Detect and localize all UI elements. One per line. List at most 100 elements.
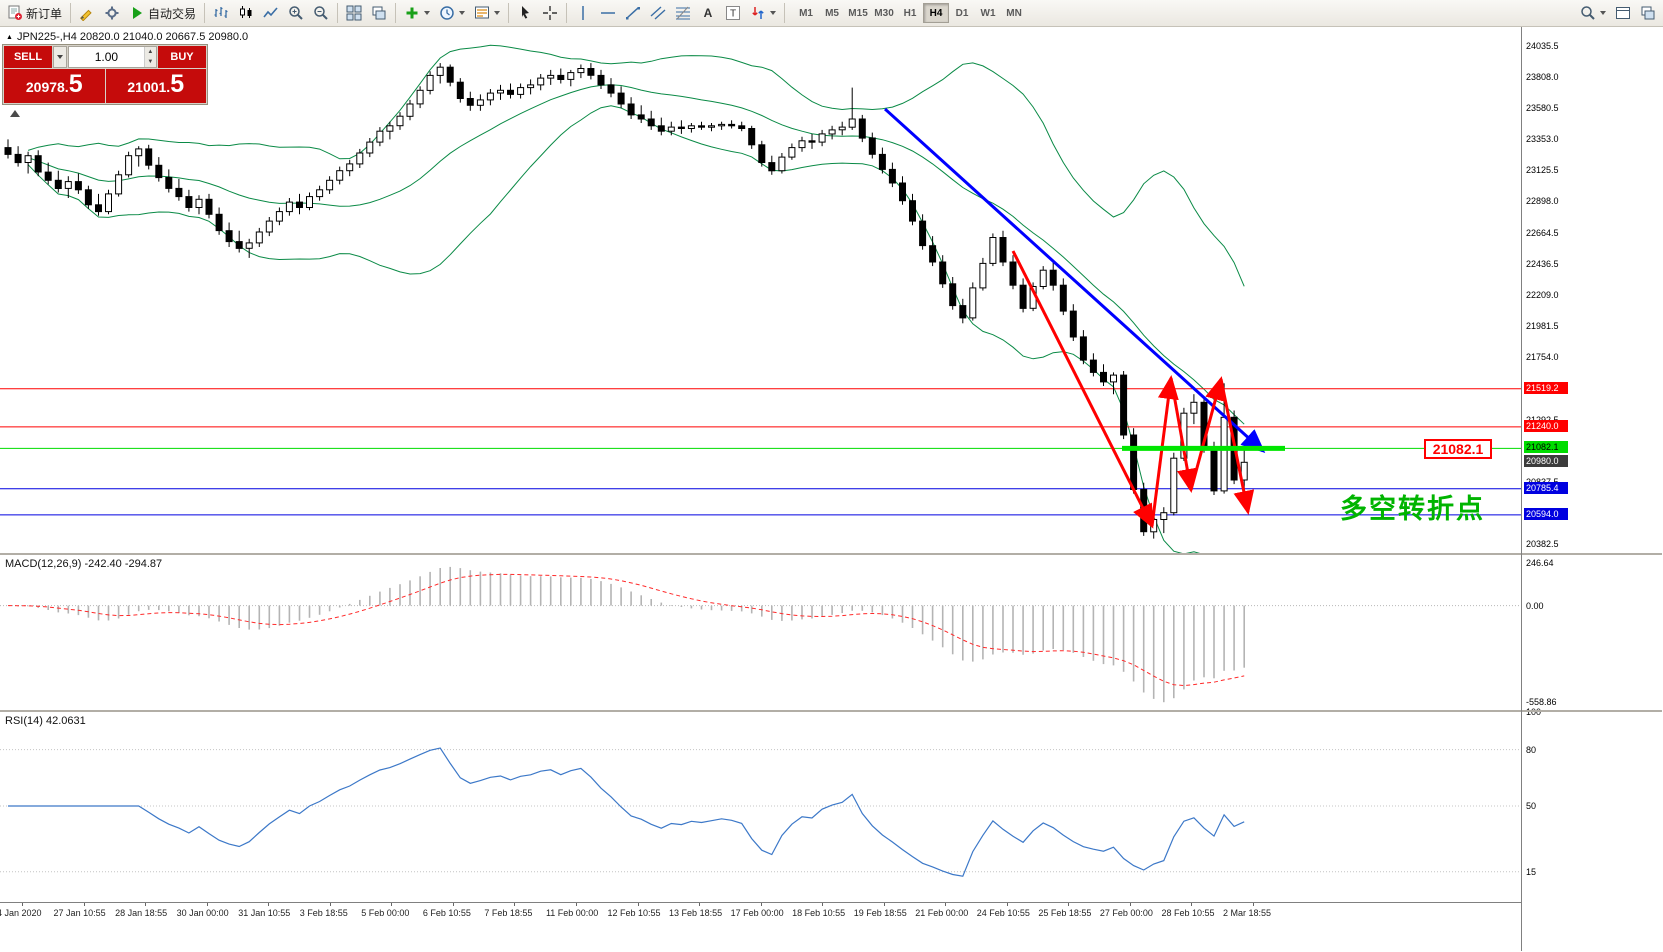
timeframe-d1-button[interactable]: D1	[955, 7, 969, 19]
buy-price[interactable]: 21001. 5	[105, 69, 206, 103]
timeframe-m30-button[interactable]: M30	[874, 7, 894, 19]
price-axis-tick: 20382.5	[1526, 538, 1559, 549]
level-callout-label[interactable]: 21082.1	[1424, 439, 1492, 459]
main-chart-panel[interactable]: ▲ JPN225-,H4 20820.0 21040.0 20667.5 209…	[0, 27, 1521, 553]
timeframe-m5-button[interactable]: M5	[825, 7, 839, 19]
timeframe-mn-button[interactable]: MN	[1006, 7, 1022, 19]
text-label-icon: T	[725, 5, 741, 21]
text-label-button[interactable]: T	[721, 2, 745, 25]
rsi-level-lines	[0, 749, 1521, 873]
new-order-icon	[7, 5, 23, 21]
red-zigzag-segment[interactable]	[1011, 250, 1154, 529]
zoom-out-button[interactable]	[309, 2, 333, 25]
cascade-windows-button[interactable]	[367, 2, 391, 25]
fibonacci-retracement-icon	[675, 5, 691, 21]
date-axis-label: 13 Feb 18:55	[669, 908, 723, 918]
stepper-up-icon[interactable]: ▲	[144, 47, 156, 57]
bollinger-lower-band	[27, 105, 1201, 553]
chart-column: ▲ JPN225-,H4 20820.0 21040.0 20667.5 209…	[0, 27, 1522, 951]
new-order-button[interactable]: 新订单	[3, 2, 66, 25]
rsi-panel[interactable]: RSI(14) 42.0631	[0, 712, 1521, 902]
date-axis-tick	[452, 903, 454, 906]
price-axis-tick: 20837.5	[1526, 477, 1559, 487]
chart-workspace: ▲ JPN225-,H4 20820.0 21040.0 20667.5 209…	[0, 27, 1663, 951]
search-button[interactable]	[1576, 2, 1610, 25]
line-chart-button[interactable]	[259, 2, 283, 25]
cursor-button[interactable]	[513, 2, 537, 25]
date-axis-tick	[760, 903, 762, 906]
toolbar-separator	[566, 3, 568, 23]
tile-windows-button[interactable]	[342, 2, 366, 25]
rsi-axis-tick: 50	[1526, 801, 1537, 811]
trendline-button[interactable]	[621, 2, 645, 25]
date-axis-label: 12 Feb 10:55	[607, 908, 661, 918]
new-chart-window-button[interactable]	[1611, 2, 1635, 25]
timeframe-m1-button[interactable]: M1	[799, 7, 813, 19]
horizontal-line-icon	[600, 5, 616, 21]
new-chart-window-icon	[1615, 5, 1631, 21]
svg-text:T: T	[730, 9, 736, 20]
sell-button[interactable]: SELL	[4, 46, 52, 68]
price-level-label: 20594.0	[1524, 507, 1568, 520]
panel-divider[interactable]	[0, 553, 1521, 555]
price-axis-tick: 22664.5	[1526, 227, 1559, 238]
timeframe-m15-button[interactable]: M15	[848, 7, 868, 19]
vertical-line-button[interactable]	[571, 2, 595, 25]
templates-button[interactable]	[470, 2, 504, 25]
bar-chart-button[interactable]	[209, 2, 233, 25]
price-axis[interactable]: 24035.5 23808.0 23580.5 23353.0 23125.5 22898…	[1522, 27, 1662, 951]
add-indicator-button[interactable]	[400, 2, 434, 25]
date-axis-label: 31 Jan 10:55	[238, 908, 291, 918]
red-zigzag-segment[interactable]	[1169, 377, 1198, 493]
panel-divider[interactable]	[0, 710, 1521, 712]
panel-collapse-arrow-icon[interactable]	[10, 110, 20, 117]
turning-point-annotation[interactable]: 多空转折点	[1340, 494, 1485, 524]
date-axis-label: 24 Feb 10:55	[976, 908, 1030, 918]
red-zigzag-segment[interactable]	[1219, 378, 1255, 515]
timeframe-group: M1 M5 M15 M30 H1 H4 D1 W1 MN	[793, 3, 1027, 23]
autotrading-label: 自动交易	[148, 6, 197, 21]
crosshair-button[interactable]	[538, 2, 562, 25]
price-level-label: 20785.4	[1524, 481, 1568, 494]
rsi-chart	[0, 747, 1521, 877]
timeframe-h1-button[interactable]: H1	[903, 7, 917, 19]
date-axis-tick	[1129, 903, 1131, 906]
date-axis[interactable]: 24 Jan 2020 27 Jan 10:55 28 Jan 18:55 30 Ja…	[0, 902, 1521, 922]
layouts-button[interactable]	[100, 2, 124, 25]
date-axis-tick	[329, 903, 331, 906]
zoom-out-icon	[313, 5, 329, 21]
text-button[interactable]: A	[696, 2, 720, 25]
price-level-label: 21240.0	[1524, 419, 1568, 432]
macd-axis-tick: 246.64	[1526, 558, 1554, 568]
date-axis-label: 24 Jan 2020	[0, 908, 42, 918]
date-axis-tick	[945, 903, 947, 906]
metaeditor-button[interactable]	[75, 2, 99, 25]
volume-stepper[interactable]: ▲ ▼	[143, 47, 156, 67]
buy-button[interactable]: BUY	[158, 46, 206, 68]
date-axis-tick	[83, 903, 85, 906]
red-zigzag-segment[interactable]	[1150, 375, 1179, 527]
line-chart-icon	[263, 5, 279, 21]
red-zigzag-segment[interactable]	[1189, 376, 1226, 491]
sell-options-dropdown[interactable]	[53, 46, 67, 68]
autotrading-button[interactable]: 自动交易	[125, 2, 200, 25]
rsi-axis-tick: 100	[1526, 707, 1542, 717]
stepper-down-icon[interactable]: ▼	[144, 57, 156, 67]
arrow-objects-button[interactable]	[746, 2, 780, 25]
equidistant-channel-button[interactable]	[646, 2, 670, 25]
candlestick-chart-button[interactable]	[234, 2, 258, 25]
macd-panel[interactable]: MACD(12,26,9) -242.40 -294.87	[0, 555, 1521, 710]
periods-button[interactable]	[435, 2, 469, 25]
timeframe-h4-button[interactable]: H4	[923, 3, 950, 23]
window-list-button[interactable]	[1636, 2, 1660, 25]
date-axis-tick	[391, 903, 393, 906]
zoom-in-button[interactable]	[284, 2, 308, 25]
symbol-marker-icon: ▲	[6, 33, 13, 41]
horizontal-line-button[interactable]	[596, 2, 620, 25]
timeframe-w1-button[interactable]: W1	[980, 7, 996, 19]
toolbar-separator	[204, 3, 206, 23]
fibonacci-retracement-button[interactable]	[671, 2, 695, 25]
blue-trendline[interactable]	[883, 107, 1266, 454]
sell-price[interactable]: 20978. 5	[4, 69, 105, 103]
volume-input[interactable]	[69, 47, 144, 67]
